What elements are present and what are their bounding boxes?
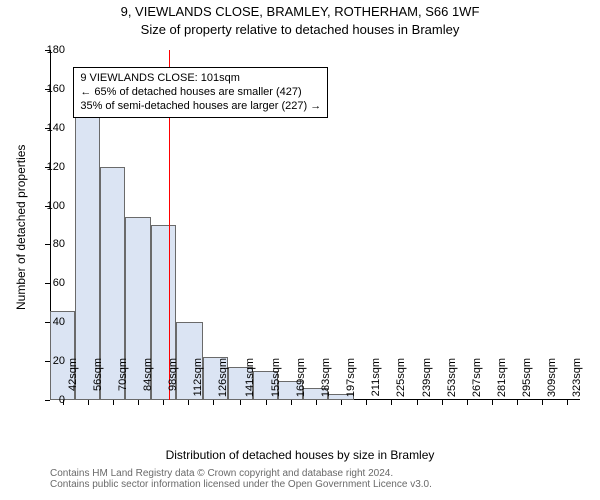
xtick-label: 239sqm [421, 358, 433, 397]
ytick-label: 80 [53, 238, 65, 250]
annotation-line: ← 65% of detached houses are smaller (42… [80, 86, 321, 100]
ytick-label: 140 [47, 122, 65, 134]
xtick-label: 309sqm [546, 358, 558, 397]
y-axis-label: Number of detached properties [14, 145, 28, 310]
xtick-mark [542, 400, 543, 405]
x-axis-label: Distribution of detached houses by size … [0, 448, 600, 462]
xtick-mark [366, 400, 367, 405]
xtick-label: 281sqm [496, 358, 508, 397]
ytick-label: 180 [47, 44, 65, 56]
ytick-mark [45, 283, 50, 284]
xtick-label: 169sqm [295, 358, 307, 397]
xtick-mark [467, 400, 468, 405]
ytick-mark [45, 244, 50, 245]
xtick-label: 98sqm [167, 358, 179, 391]
xtick-label: 197sqm [345, 358, 357, 397]
xtick-label: 267sqm [471, 358, 483, 397]
xtick-mark [341, 400, 342, 405]
footer-attribution: Contains HM Land Registry data © Crown c… [50, 468, 432, 490]
chart-title-line1: 9, VIEWLANDS CLOSE, BRAMLEY, ROTHERHAM, … [0, 4, 600, 19]
ytick-label: 120 [47, 161, 65, 173]
xtick-label: 323sqm [571, 358, 583, 397]
ytick-label: 0 [59, 394, 65, 406]
xtick-mark [492, 400, 493, 405]
xtick-mark [417, 400, 418, 405]
xtick-label: 183sqm [320, 358, 332, 397]
xtick-label: 112sqm [192, 358, 204, 396]
ytick-label: 60 [53, 277, 65, 289]
ytick-mark [45, 400, 50, 401]
xtick-mark [316, 400, 317, 405]
chart-title-line2: Size of property relative to detached ho… [0, 22, 600, 37]
annotation-line: 35% of semi-detached houses are larger (… [80, 100, 321, 114]
xtick-mark [240, 400, 241, 405]
footer-line1: Contains HM Land Registry data © Crown c… [50, 468, 432, 479]
ytick-label: 20 [53, 355, 65, 367]
xtick-label: 155sqm [270, 358, 282, 397]
xtick-label: 70sqm [117, 358, 129, 391]
xtick-mark [517, 400, 518, 405]
xtick-mark [163, 400, 164, 405]
xtick-label: 141sqm [244, 358, 256, 397]
xtick-mark [113, 400, 114, 405]
ytick-label: 100 [47, 200, 65, 212]
xtick-mark [567, 400, 568, 405]
annotation-line: 9 VIEWLANDS CLOSE: 101sqm [80, 72, 321, 86]
xtick-mark [291, 400, 292, 405]
annotation-box: 9 VIEWLANDS CLOSE: 101sqm← 65% of detach… [73, 67, 328, 118]
xtick-label: 126sqm [217, 358, 229, 397]
xtick-label: 84sqm [142, 358, 154, 391]
ytick-label: 160 [47, 83, 65, 95]
xtick-label: 42sqm [67, 358, 79, 391]
xtick-label: 253sqm [446, 358, 458, 397]
ytick-label: 40 [53, 316, 65, 328]
xtick-label: 211sqm [370, 358, 382, 396]
xtick-mark [391, 400, 392, 405]
xtick-mark [442, 400, 443, 405]
xtick-label: 56sqm [92, 358, 104, 391]
xtick-mark [188, 400, 189, 405]
xtick-label: 295sqm [521, 358, 533, 397]
xtick-label: 225sqm [395, 358, 407, 397]
footer-line2: Contains public sector information licen… [50, 479, 432, 490]
plot-area: 9 VIEWLANDS CLOSE: 101sqm← 65% of detach… [50, 50, 580, 400]
xtick-mark [266, 400, 267, 405]
xtick-mark [213, 400, 214, 405]
xtick-mark [88, 400, 89, 405]
xtick-mark [138, 400, 139, 405]
